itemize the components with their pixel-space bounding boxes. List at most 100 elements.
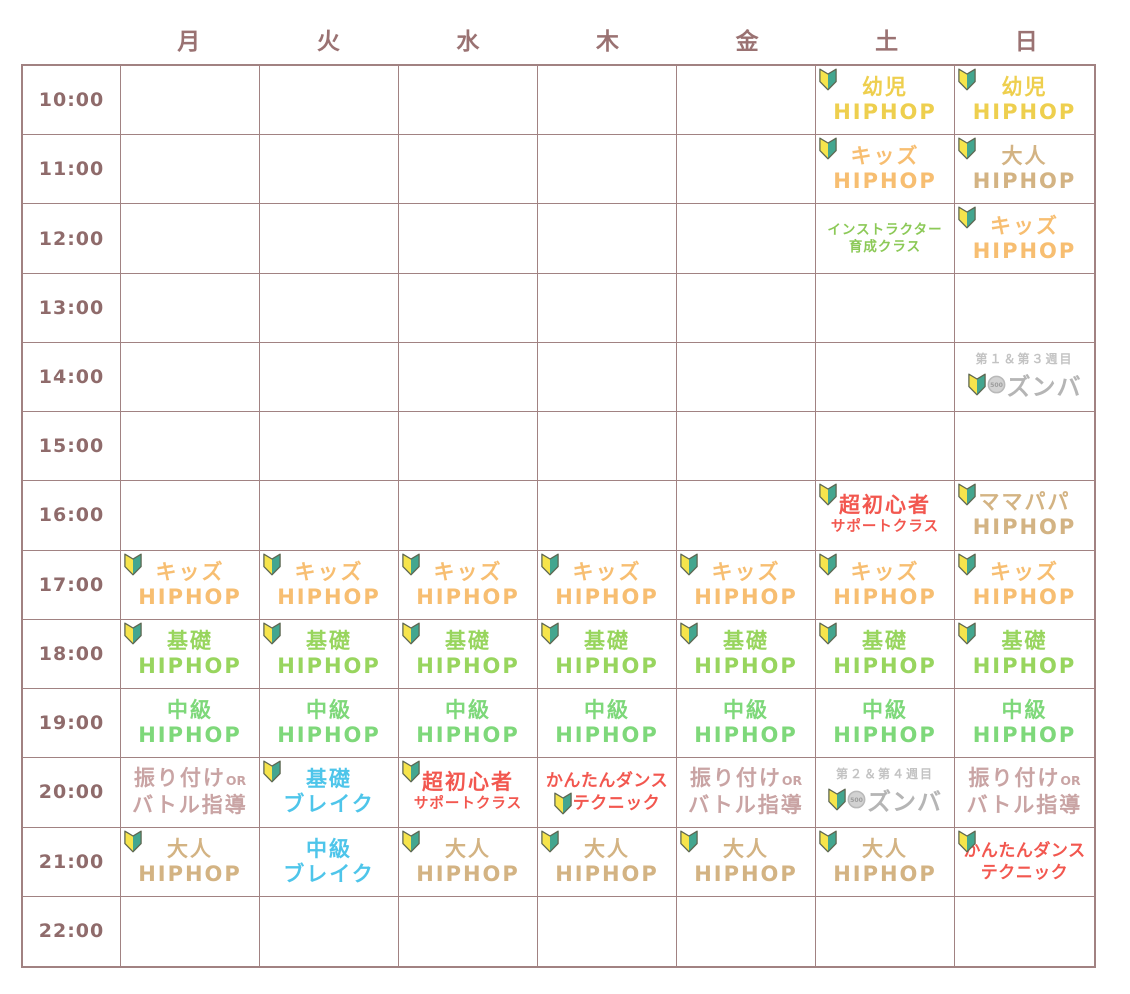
time-label-14:00: 14:00	[23, 342, 121, 413]
schedule-cell-20:00-日: 振り付けOR バトル指導	[955, 758, 1094, 828]
schedule-cell-17:00-火: キッズ HIPHOP	[260, 550, 399, 620]
beginner-mark-icon	[402, 830, 420, 853]
beginner-mark-icon	[263, 553, 281, 576]
beginner-mark-icon	[263, 760, 281, 783]
class-label-line: HIPHOP	[972, 169, 1077, 194]
class-label-line: 大人	[723, 836, 769, 861]
class-label-line: キッズ	[294, 559, 364, 584]
schedule-cell-11:00-土: キッズ HIPHOP	[816, 135, 955, 205]
schedule-cell-18:00-金: 基礎 HIPHOP	[677, 619, 816, 690]
schedule-cell-17:00-日: キッズ HIPHOP	[955, 551, 1094, 620]
class-label-line: HIPHOP	[972, 584, 1077, 609]
class-label-line: HIPHOP	[555, 723, 659, 748]
class-label-line: 基礎	[445, 628, 491, 653]
schedule-cell-18:00-木: 基礎 HIPHOP	[538, 619, 677, 690]
svg-text:500: 500	[990, 382, 1003, 389]
time-label-21:00: 21:00	[23, 827, 121, 897]
class-label-line: HIPHOP	[833, 100, 937, 125]
beginner-mark-icon	[819, 483, 837, 506]
schedule-cell-13:00-木	[538, 273, 677, 343]
class-label-line: 中級	[584, 698, 630, 723]
class-label-line: HIPHOP	[416, 653, 520, 678]
schedule-cell-11:00-月	[121, 135, 260, 205]
class-label-line: 500 ズンバ	[967, 367, 1082, 402]
class-label-line: HIPHOP	[138, 861, 242, 886]
beginner-mark-icon	[958, 830, 976, 853]
class-label-line: キッズ	[572, 559, 642, 584]
schedule-cell-20:00-土: 第２＆第４週目 500 ズンバ	[816, 758, 955, 828]
schedule-cell-15:00-木	[538, 412, 677, 482]
schedule-cell-17:00-金: キッズ HIPHOP	[677, 550, 816, 620]
class-label-line: 中級	[306, 836, 352, 861]
day-header-6: 土	[875, 29, 899, 55]
class-label-line: テクニック	[980, 862, 1069, 883]
beginner-mark-icon	[402, 622, 420, 645]
schedule-cell-22:00-火	[260, 896, 399, 966]
schedule-cell-22:00-金	[677, 896, 816, 966]
class-label-line: 大人	[1001, 144, 1048, 169]
day-header-7: 日	[1014, 29, 1038, 55]
day-header-3: 水	[456, 29, 480, 55]
schedule-cell-12:00-水	[399, 204, 538, 274]
schedule-cell-11:00-金	[677, 135, 816, 205]
class-label-line: 基礎	[862, 628, 908, 653]
week-schedule-note: 第２＆第４週目	[835, 767, 934, 782]
class-label-line: HIPHOP	[416, 723, 520, 748]
class-label-line: 幼児	[1001, 75, 1048, 100]
class-label-line: HIPHOP	[416, 584, 520, 609]
schedule-cell-12:00-木	[538, 204, 677, 274]
time-label-13:00: 13:00	[23, 273, 121, 343]
class-label-line: 振り付けOR	[133, 766, 247, 791]
time-label-10:00: 10:00	[23, 66, 121, 136]
class-label-line: HIPHOP	[694, 653, 798, 678]
schedule-cell-17:00-水: キッズ HIPHOP	[399, 550, 538, 620]
schedule-cell-15:00-土	[816, 412, 955, 482]
class-label-line: HIPHOP	[972, 723, 1077, 748]
schedule-cell-20:00-月: 振り付けOR バトル指導	[121, 758, 260, 828]
schedule-cell-15:00-火	[260, 412, 399, 482]
class-label-line: 中級	[723, 698, 769, 723]
class-label-line: HIPHOP	[833, 169, 937, 194]
class-label-line: 中級	[445, 698, 491, 723]
schedule-cell-15:00-月	[121, 412, 260, 482]
class-label-line: HIPHOP	[277, 653, 381, 678]
schedule-cell-11:00-木	[538, 135, 677, 205]
day-header-1: 月	[177, 29, 201, 55]
day-header-2: 火	[316, 29, 340, 55]
class-label-line: HIPHOP	[972, 238, 1077, 263]
time-label-19:00: 19:00	[23, 689, 121, 759]
class-label-line: HIPHOP	[972, 100, 1077, 125]
schedule-cell-10:00-水	[399, 66, 538, 136]
beginner-mark-icon	[402, 553, 420, 576]
class-label-line: テクニック	[554, 792, 661, 815]
class-label-line: 中級	[167, 698, 213, 723]
class-label-line: 大人	[445, 836, 491, 861]
beginner-mark-icon	[958, 206, 976, 229]
schedule-cell-16:00-木	[538, 481, 677, 551]
class-label-line: 基礎	[167, 628, 213, 653]
class-label-line: 振り付けOR	[689, 766, 803, 791]
class-label-line: キッズ	[155, 559, 225, 584]
schedule-cell-21:00-水: 大人 HIPHOP	[399, 827, 538, 897]
schedule-cell-22:00-木	[538, 896, 677, 966]
class-label-line: HIPHOP	[694, 861, 798, 886]
day-header-4: 木	[595, 29, 619, 55]
schedule-cell-21:00-木: 大人 HIPHOP	[538, 827, 677, 897]
schedule-cell-11:00-日: 大人 HIPHOP	[955, 135, 1094, 205]
class-label-line: HIPHOP	[555, 584, 659, 609]
schedule-cell-19:00-火: 中級 HIPHOP	[260, 689, 399, 759]
schedule-cell-13:00-火	[260, 273, 399, 343]
schedule-cell-20:00-水: 超初心者 サポートクラス	[399, 758, 538, 828]
schedule-cell-12:00-金	[677, 204, 816, 274]
class-label-line: 育成クラス	[848, 238, 922, 255]
schedule-cell-21:00-月: 大人 HIPHOP	[121, 827, 260, 897]
schedule-cell-13:00-金	[677, 273, 816, 343]
schedule-cell-13:00-月	[121, 273, 260, 343]
class-label-line: ママパパ	[978, 490, 1071, 515]
schedule-cell-21:00-土: 大人 HIPHOP	[816, 827, 955, 897]
schedule-cell-16:00-金	[677, 481, 816, 551]
class-label-line: 超初心者	[422, 770, 514, 795]
schedule-cell-10:00-金	[677, 66, 816, 136]
class-label-line: HIPHOP	[555, 653, 659, 678]
schedule-cell-14:00-金	[677, 342, 816, 413]
